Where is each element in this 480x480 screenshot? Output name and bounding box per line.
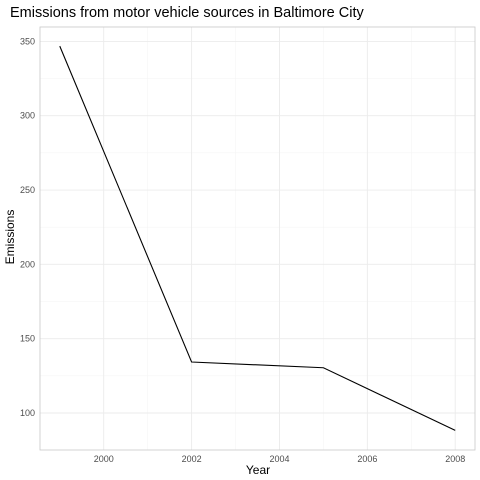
- y-tick-label: 350: [20, 36, 35, 46]
- y-tick-label: 150: [20, 334, 35, 344]
- y-tick-label: 250: [20, 185, 35, 195]
- series-line: [59, 45, 456, 431]
- x-axis-title: Year: [246, 463, 270, 477]
- x-tick-label: 2004: [269, 454, 289, 464]
- major-gridlines: [40, 27, 475, 450]
- y-tick-label: 100: [20, 408, 35, 418]
- minor-gridlines: [40, 27, 475, 450]
- x-tick-label: 2000: [94, 454, 114, 464]
- x-tick-label: 2002: [182, 454, 202, 464]
- x-axis-ticks: 2000 2002 2004 2006 2008: [94, 454, 466, 464]
- y-axis-title: Emissions: [3, 210, 17, 265]
- chart-title: Emissions from motor vehicle sources in …: [10, 5, 364, 21]
- plot-panel-border: [39, 26, 476, 451]
- y-axis-ticks: 100 150 200 250 300 350: [20, 36, 35, 418]
- series-layer: [59, 45, 456, 431]
- x-tick-label: 2008: [445, 454, 465, 464]
- y-tick-label: 200: [20, 259, 35, 269]
- x-tick-label: 2006: [357, 454, 377, 464]
- y-tick-label: 300: [20, 111, 35, 121]
